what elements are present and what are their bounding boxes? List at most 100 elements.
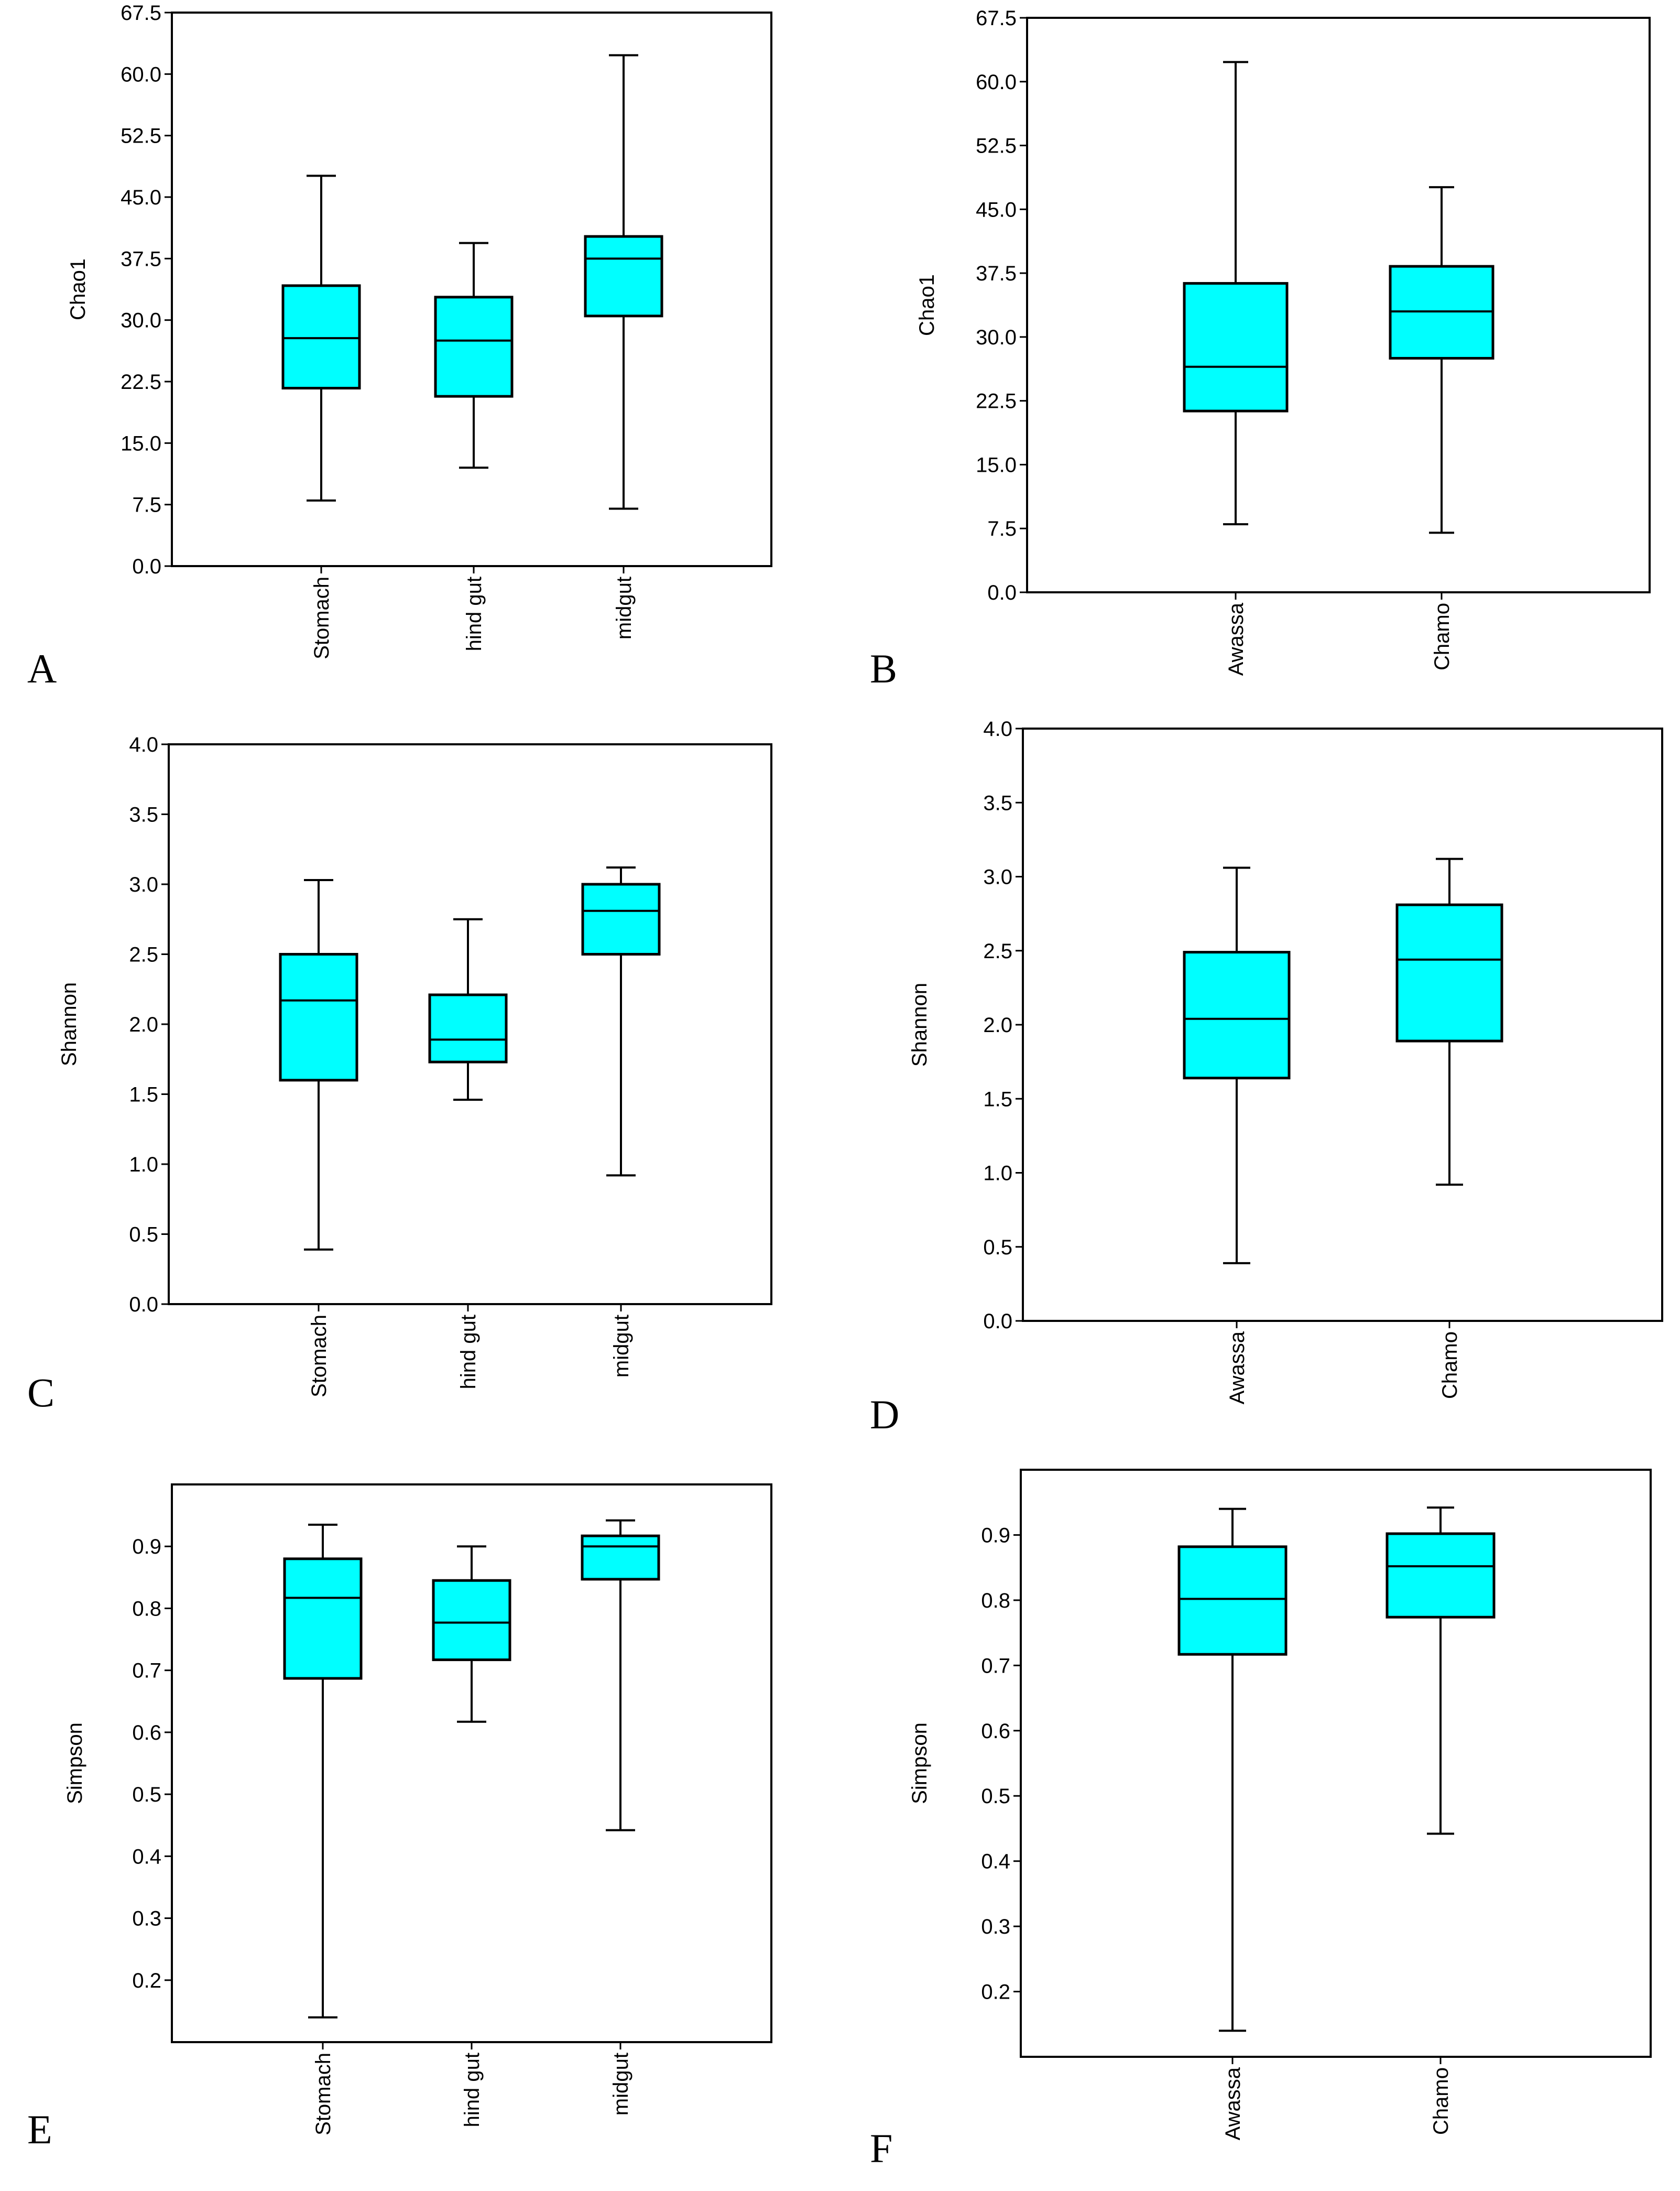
y-tick-label: 0.4 <box>981 1850 1010 1873</box>
category-label: Chamo <box>1431 603 1454 670</box>
y-tick-label: 3.0 <box>129 873 158 896</box>
category-label: Chamo <box>1438 1331 1461 1399</box>
panel-letter-c: C <box>27 1370 54 1415</box>
box-iqr <box>283 1557 363 1680</box>
y-tick-label: 30.0 <box>976 326 1017 349</box>
panel-d: D 0.0 0.5 1.0 1.5 2.0 2.5 3.0 3.5 4.0 Shannon Awas… <box>870 718 1663 1437</box>
y-tick-label: 0.4 <box>132 1845 161 1868</box>
box-iqr <box>581 883 661 956</box>
category-label: Chamo <box>1430 2067 1453 2135</box>
y-tick-label: 0.5 <box>983 1236 1012 1259</box>
y-tick-label: 67.5 <box>976 7 1017 30</box>
box-iqr <box>1183 951 1291 1080</box>
panel-letter-a: A <box>27 646 57 691</box>
panel-letter-b: B <box>870 646 897 691</box>
category-label: Awassa <box>1226 1331 1249 1404</box>
y-axis-title: Chao1 <box>67 258 90 320</box>
y-tick-label: 52.5 <box>121 125 161 148</box>
plot-frame <box>171 12 772 567</box>
y-tick-label: 0.7 <box>981 1654 1010 1677</box>
panel-f: F 0.2 0.3 0.4 0.5 0.6 0.7 0.8 0.9 Simpson Awassa C… <box>870 1469 1652 2171</box>
box-iqr <box>279 953 358 1082</box>
y-tick-label: 37.5 <box>976 262 1017 285</box>
y-tick-label: 3.5 <box>983 791 1012 815</box>
y-tick-label: 0.9 <box>132 1535 161 1558</box>
y-tick-label: 0.7 <box>132 1659 161 1683</box>
y-tick-label: 0.0 <box>987 581 1017 604</box>
y-tick-label: 67.5 <box>121 2 161 25</box>
category-label: Stomach <box>312 2053 335 2135</box>
category-label: hind gut <box>457 1315 480 1389</box>
y-axis-title: Shannon <box>58 982 81 1066</box>
panel-e: E 0.2 0.3 0.4 0.5 0.6 0.7 0.8 0.9 Simpson Stomach… <box>27 1483 772 2152</box>
plot-frame <box>1026 17 1651 593</box>
y-tick-label: 22.5 <box>121 371 161 394</box>
y-tick-label: 2.5 <box>129 943 158 967</box>
y-tick-label: 0.0 <box>983 1310 1012 1333</box>
category-label: midgut <box>613 577 636 639</box>
category-label: Awassa <box>1225 602 1248 676</box>
y-axis-title: Simpson <box>63 1722 86 1804</box>
y-tick-label: 2.0 <box>129 1013 158 1036</box>
y-tick-label: 0.2 <box>132 1969 161 1992</box>
y-tick-label: 4.0 <box>983 718 1012 741</box>
y-tick-label: 2.5 <box>983 940 1012 963</box>
y-tick-label: 4.0 <box>129 733 158 756</box>
y-tick-label: 0.8 <box>132 1597 161 1620</box>
panel-c: C 0.0 0.5 1.0 1.5 2.0 2.5 3.0 3.5 4.0 Shannon Stom… <box>27 733 772 1415</box>
y-tick-label: 3.5 <box>129 804 158 827</box>
y-tick-label: 22.5 <box>976 390 1017 413</box>
box-iqr <box>584 235 663 318</box>
y-tick-label: 0.8 <box>981 1589 1010 1612</box>
y-tick-label: 37.5 <box>121 247 161 270</box>
y-tick-label: 1.5 <box>983 1088 1012 1111</box>
y-tick-label: 0.0 <box>132 555 161 578</box>
y-tick-label: 60.0 <box>121 63 161 86</box>
y-tick-label: 1.0 <box>983 1162 1012 1185</box>
y-tick-label: 15.0 <box>121 432 161 455</box>
category-label: Stomach <box>308 1315 331 1397</box>
category-label: hind gut <box>463 577 486 651</box>
y-tick-label: 0.5 <box>129 1223 158 1246</box>
y-tick-label: 3.0 <box>983 866 1012 889</box>
y-tick-label: 1.5 <box>129 1083 158 1107</box>
y-tick-label: 2.0 <box>983 1014 1012 1037</box>
y-tick-label: 45.0 <box>121 186 161 209</box>
y-tick-label: 0.3 <box>981 1915 1010 1938</box>
y-tick-label: 45.0 <box>976 198 1017 221</box>
y-tick-label: 15.0 <box>976 453 1017 476</box>
y-tick-label: 60.0 <box>976 71 1017 94</box>
panel-b: B 0.0 7.5 15.0 22.5 30.0 37.5 45.0 52.5 60.0 67.5… <box>870 7 1651 691</box>
box-iqr <box>1183 282 1289 413</box>
y-tick-label: 0.5 <box>981 1785 1010 1808</box>
category-label: Stomach <box>310 577 333 659</box>
y-tick-label: 0.5 <box>132 1783 161 1806</box>
y-tick-label: 1.0 <box>129 1153 158 1176</box>
y-axis-title: Simpson <box>908 1722 931 1804</box>
y-tick-label: 30.0 <box>121 309 161 332</box>
y-axis-title: Shannon <box>908 983 931 1067</box>
category-label: hind gut <box>461 2053 484 2127</box>
y-tick-label: 52.5 <box>976 135 1017 158</box>
panel-a: A 0.0 7.5 15.0 22.5 30.0 37.5 45.0 52.5 60.0 67.5… <box>27 2 772 691</box>
panel-letter-e: E <box>27 2107 52 2152</box>
y-tick-label: 7.5 <box>987 517 1017 540</box>
y-tick-label: 0.3 <box>132 1907 161 1930</box>
y-tick-label: 0.6 <box>132 1721 161 1744</box>
box-iqr <box>1177 1545 1288 1656</box>
panel-letter-d: D <box>870 1392 899 1437</box>
box-iqr <box>281 284 361 390</box>
category-label: midgut <box>610 1315 633 1377</box>
box-iqr <box>1386 1532 1496 1619</box>
box-iqr <box>428 993 508 1064</box>
y-tick-label: 7.5 <box>132 494 161 517</box>
y-tick-label: 0.9 <box>981 1524 1010 1547</box>
panel-letter-f: F <box>870 2125 892 2171</box>
y-tick-label: 0.6 <box>981 1720 1010 1743</box>
box-iqr <box>1395 903 1503 1043</box>
box-iqr <box>434 296 514 398</box>
box-iqr <box>432 1579 511 1662</box>
category-label: Awassa <box>1221 2067 1245 2140</box>
